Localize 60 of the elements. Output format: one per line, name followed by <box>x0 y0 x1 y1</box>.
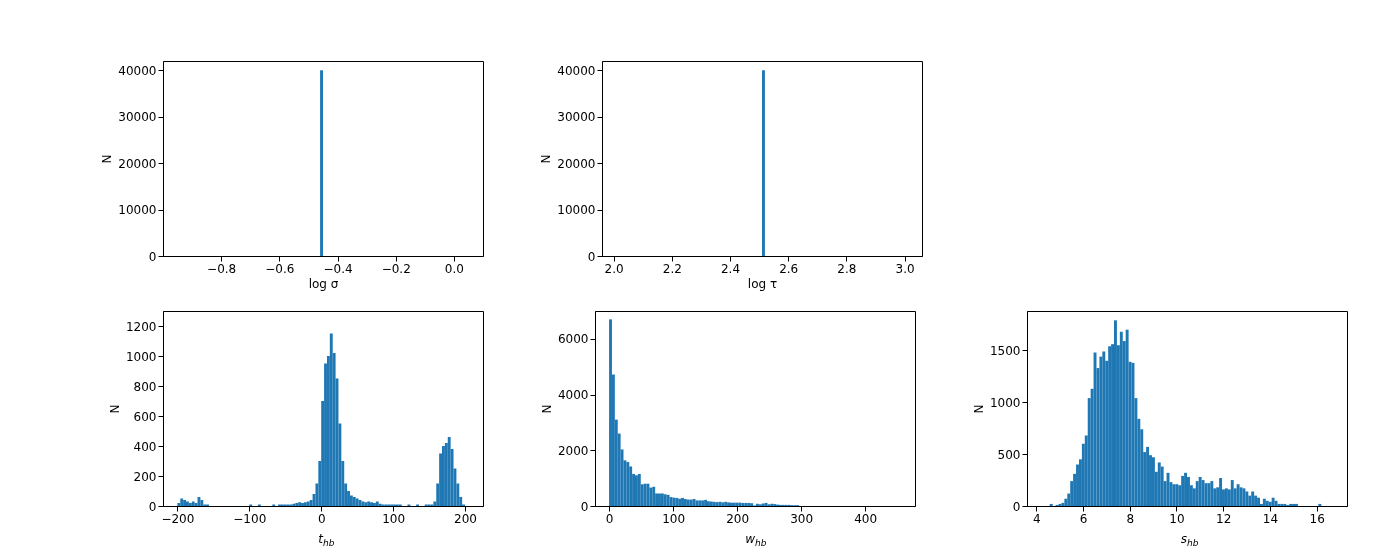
x-tick-label: 6 <box>1079 511 1088 526</box>
y-tick-label: 0 <box>587 249 596 264</box>
y-tick-label: 40000 <box>557 63 596 78</box>
y-axis-title: N <box>100 154 115 164</box>
y-tick-label: 1000 <box>989 395 1021 410</box>
y-tick-label: 600 <box>133 409 157 424</box>
x-tick-label: 400 <box>854 511 878 526</box>
x-axis-title: log τ <box>747 276 778 291</box>
x-tick-label: 2.4 <box>720 261 741 276</box>
y-axis-title: N <box>539 154 554 164</box>
x-tick-label: −0.4 <box>323 261 353 276</box>
y-tick-label: 800 <box>133 379 157 394</box>
y-tick-label: 4000 <box>557 388 589 403</box>
y-tick-label: 200 <box>133 469 157 484</box>
y-tick-label: 500 <box>997 447 1021 462</box>
x-tick-label: 2.2 <box>662 261 682 276</box>
x-tick-label: 2.6 <box>779 261 799 276</box>
x-axis-title: log σ <box>308 276 339 291</box>
y-tick-label: 20000 <box>557 156 596 171</box>
x-tick-label: −200 <box>161 511 195 526</box>
y-tick-label: 1200 <box>125 319 157 334</box>
x-tick-label: 12 <box>1216 511 1232 526</box>
y-tick-label: 2000 <box>557 443 589 458</box>
x-tick-label: 4 <box>1033 511 1041 526</box>
y-tick-label: 20000 <box>118 156 157 171</box>
y-tick-label: 30000 <box>118 110 157 125</box>
x-tick-label: 300 <box>790 511 814 526</box>
y-tick-label: 0 <box>580 499 589 514</box>
y-tick-label: 6000 <box>557 332 589 347</box>
x-tick-label: 16 <box>1309 511 1325 526</box>
x-tick-label: 14 <box>1262 511 1279 526</box>
x-tick-label: 2.0 <box>604 261 624 276</box>
x-tick-label: 0.0 <box>444 261 464 276</box>
x-tick-label: 200 <box>454 511 477 526</box>
y-tick-label: 0 <box>148 249 157 264</box>
y-tick-label: 400 <box>133 439 157 454</box>
y-axis-title: N <box>539 404 554 414</box>
x-tick-label: 200 <box>726 511 750 526</box>
y-tick-label: 30000 <box>557 110 596 125</box>
x-tick-label: −0.6 <box>265 261 295 276</box>
y-tick-label: 0 <box>1012 499 1021 514</box>
x-tick-label: −0.8 <box>207 261 237 276</box>
x-tick-label: 0 <box>605 511 614 526</box>
x-tick-label: 0 <box>317 511 326 526</box>
x-tick-label: 100 <box>382 511 406 526</box>
y-tick-label: 10000 <box>557 203 596 218</box>
x-tick-label: 10 <box>1169 511 1185 526</box>
x-tick-label: 8 <box>1126 511 1135 526</box>
y-axis-title: N <box>971 404 986 414</box>
y-tick-label: 40000 <box>118 63 157 78</box>
y-tick-label: 1500 <box>989 343 1021 358</box>
y-tick-label: 0 <box>148 499 157 514</box>
x-tick-label: 2.8 <box>837 261 857 276</box>
x-tick-label: −100 <box>233 511 267 526</box>
y-axis-title: N <box>107 404 122 414</box>
y-tick-label: 1000 <box>125 349 157 364</box>
x-tick-label: 100 <box>662 511 686 526</box>
x-tick-label: 3.0 <box>895 261 915 276</box>
y-tick-label: 10000 <box>118 203 157 218</box>
x-tick-label: −0.2 <box>381 261 411 276</box>
